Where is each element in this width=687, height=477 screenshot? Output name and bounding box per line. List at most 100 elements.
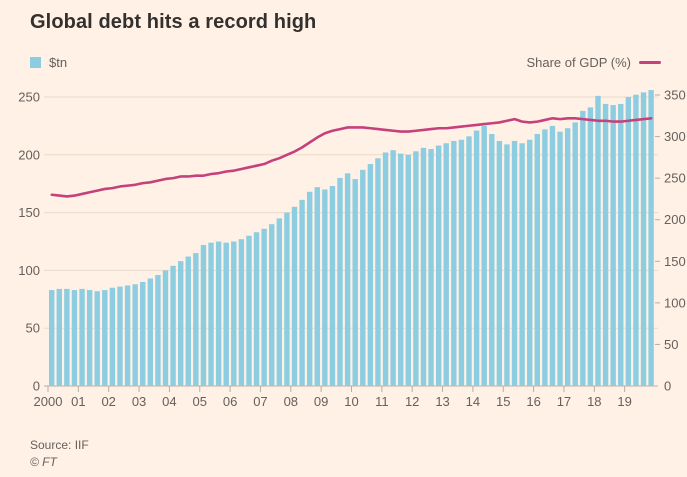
- x-axis-year-label: 09: [314, 394, 328, 409]
- y-axis-left-label: 250: [18, 90, 40, 105]
- y-axis-right-label: 0: [664, 379, 671, 394]
- debt-bar: [200, 244, 207, 386]
- debt-bar: [71, 290, 78, 386]
- bar-series-label: $tn: [49, 55, 68, 70]
- x-axis-year-label: 11: [375, 394, 389, 409]
- debt-bar: [140, 281, 146, 386]
- debt-bar: [352, 179, 358, 386]
- debt-bar: [306, 191, 313, 386]
- x-axis-year-label: 17: [557, 394, 571, 409]
- debt-bar: [299, 199, 305, 386]
- legend-debt: $tn: [30, 55, 67, 70]
- x-axis-year-label: 16: [526, 394, 540, 409]
- x-axis-year-label: 19: [617, 394, 631, 409]
- debt-bar: [231, 241, 237, 386]
- debt-bar: [147, 278, 154, 386]
- debt-bar: [246, 235, 252, 386]
- ft-credit: © FT: [30, 455, 57, 469]
- gdp-share-line: [50, 116, 653, 198]
- y-axis-left-label: 150: [18, 205, 40, 220]
- debt-bar: [117, 286, 123, 386]
- debt-bar: [473, 130, 480, 386]
- x-axis-year-label: 04: [162, 394, 176, 409]
- x-axis-year-label: 08: [284, 394, 298, 409]
- debt-bar: [238, 239, 245, 386]
- debt-bar: [56, 288, 62, 386]
- debt-bar: [504, 144, 510, 386]
- debt-bar: [223, 242, 229, 386]
- debt-bar: [94, 291, 100, 386]
- debt-bar: [527, 139, 533, 386]
- x-axis-year-label: 13: [435, 394, 449, 409]
- debt-bar: [382, 152, 389, 386]
- debt-bar: [284, 212, 290, 386]
- bar-series-swatch: [30, 57, 41, 68]
- debt-bar: [276, 218, 283, 386]
- debt-bar: [435, 145, 442, 386]
- x-axis-year-label: 10: [344, 394, 358, 409]
- debt-bar: [367, 164, 374, 386]
- debt-bar: [102, 290, 108, 386]
- debt-bar: [595, 95, 601, 386]
- debt-bar: [86, 290, 93, 386]
- y-axis-right-label: 200: [664, 212, 686, 227]
- debt-bar: [420, 147, 427, 386]
- y-axis-right-label: 100: [664, 295, 686, 310]
- debt-bar: [542, 129, 548, 386]
- debt-bar: [458, 139, 465, 386]
- debt-bar: [49, 290, 55, 386]
- x-axis-year-label: 18: [587, 394, 601, 409]
- debt-bar: [610, 105, 616, 386]
- x-axis-year-label: 14: [466, 394, 480, 409]
- debt-bar: [618, 103, 624, 386]
- chart-title: Global debt hits a record high: [30, 11, 317, 33]
- debt-bar: [314, 187, 320, 386]
- line-series-swatch: [639, 61, 661, 64]
- debt-bar: [79, 288, 85, 386]
- debt-bar: [496, 140, 503, 386]
- debt-bar: [451, 140, 457, 386]
- y-axis-right-label: 300: [664, 129, 686, 144]
- debt-bar: [329, 186, 336, 386]
- y-axis-left-label: 200: [18, 147, 40, 162]
- debt-bar: [360, 169, 366, 386]
- x-axis-year-label: 07: [253, 394, 267, 409]
- x-axis-year-label: 02: [101, 394, 115, 409]
- x-axis-year-label: 01: [71, 394, 85, 409]
- debt-bar: [648, 90, 654, 386]
- x-axis-year-label: 15: [496, 394, 510, 409]
- debt-bar: [155, 275, 161, 386]
- debt-bar: [640, 92, 647, 386]
- debt-bar: [208, 242, 214, 386]
- x-axis-year-label: 12: [405, 394, 419, 409]
- y-axis-right-label: 350: [664, 88, 686, 103]
- debt-bar: [405, 154, 411, 386]
- debt-bar: [587, 107, 594, 387]
- legend-gdp-share: Share of GDP (%): [526, 55, 661, 70]
- debt-bar: [322, 189, 328, 386]
- debt-bar: [337, 177, 343, 386]
- y-axis-left-label: 100: [18, 263, 40, 278]
- debt-bar: [481, 125, 487, 387]
- debt-bar: [549, 125, 556, 387]
- debt-bar: [64, 288, 70, 386]
- debt-bar: [185, 256, 191, 386]
- debt-bar: [177, 261, 184, 386]
- debt-bar: [564, 128, 571, 386]
- debt-bar: [253, 232, 260, 386]
- debt-bar: [162, 270, 169, 386]
- debt-bar: [375, 158, 381, 386]
- debt-bar: [344, 173, 351, 386]
- debt-bar: [261, 228, 267, 386]
- y-axis-left-label: 50: [26, 321, 40, 336]
- x-axis-year-label: 05: [193, 394, 207, 409]
- x-axis-year-label: 03: [132, 394, 146, 409]
- debt-bar: [580, 110, 586, 387]
- debt-bar: [170, 265, 176, 386]
- debt-bar: [215, 241, 222, 386]
- debt-bar: [633, 94, 639, 386]
- debt-bar: [428, 149, 434, 386]
- line-series-label: Share of GDP (%): [526, 55, 631, 70]
- debt-bar: [269, 224, 275, 386]
